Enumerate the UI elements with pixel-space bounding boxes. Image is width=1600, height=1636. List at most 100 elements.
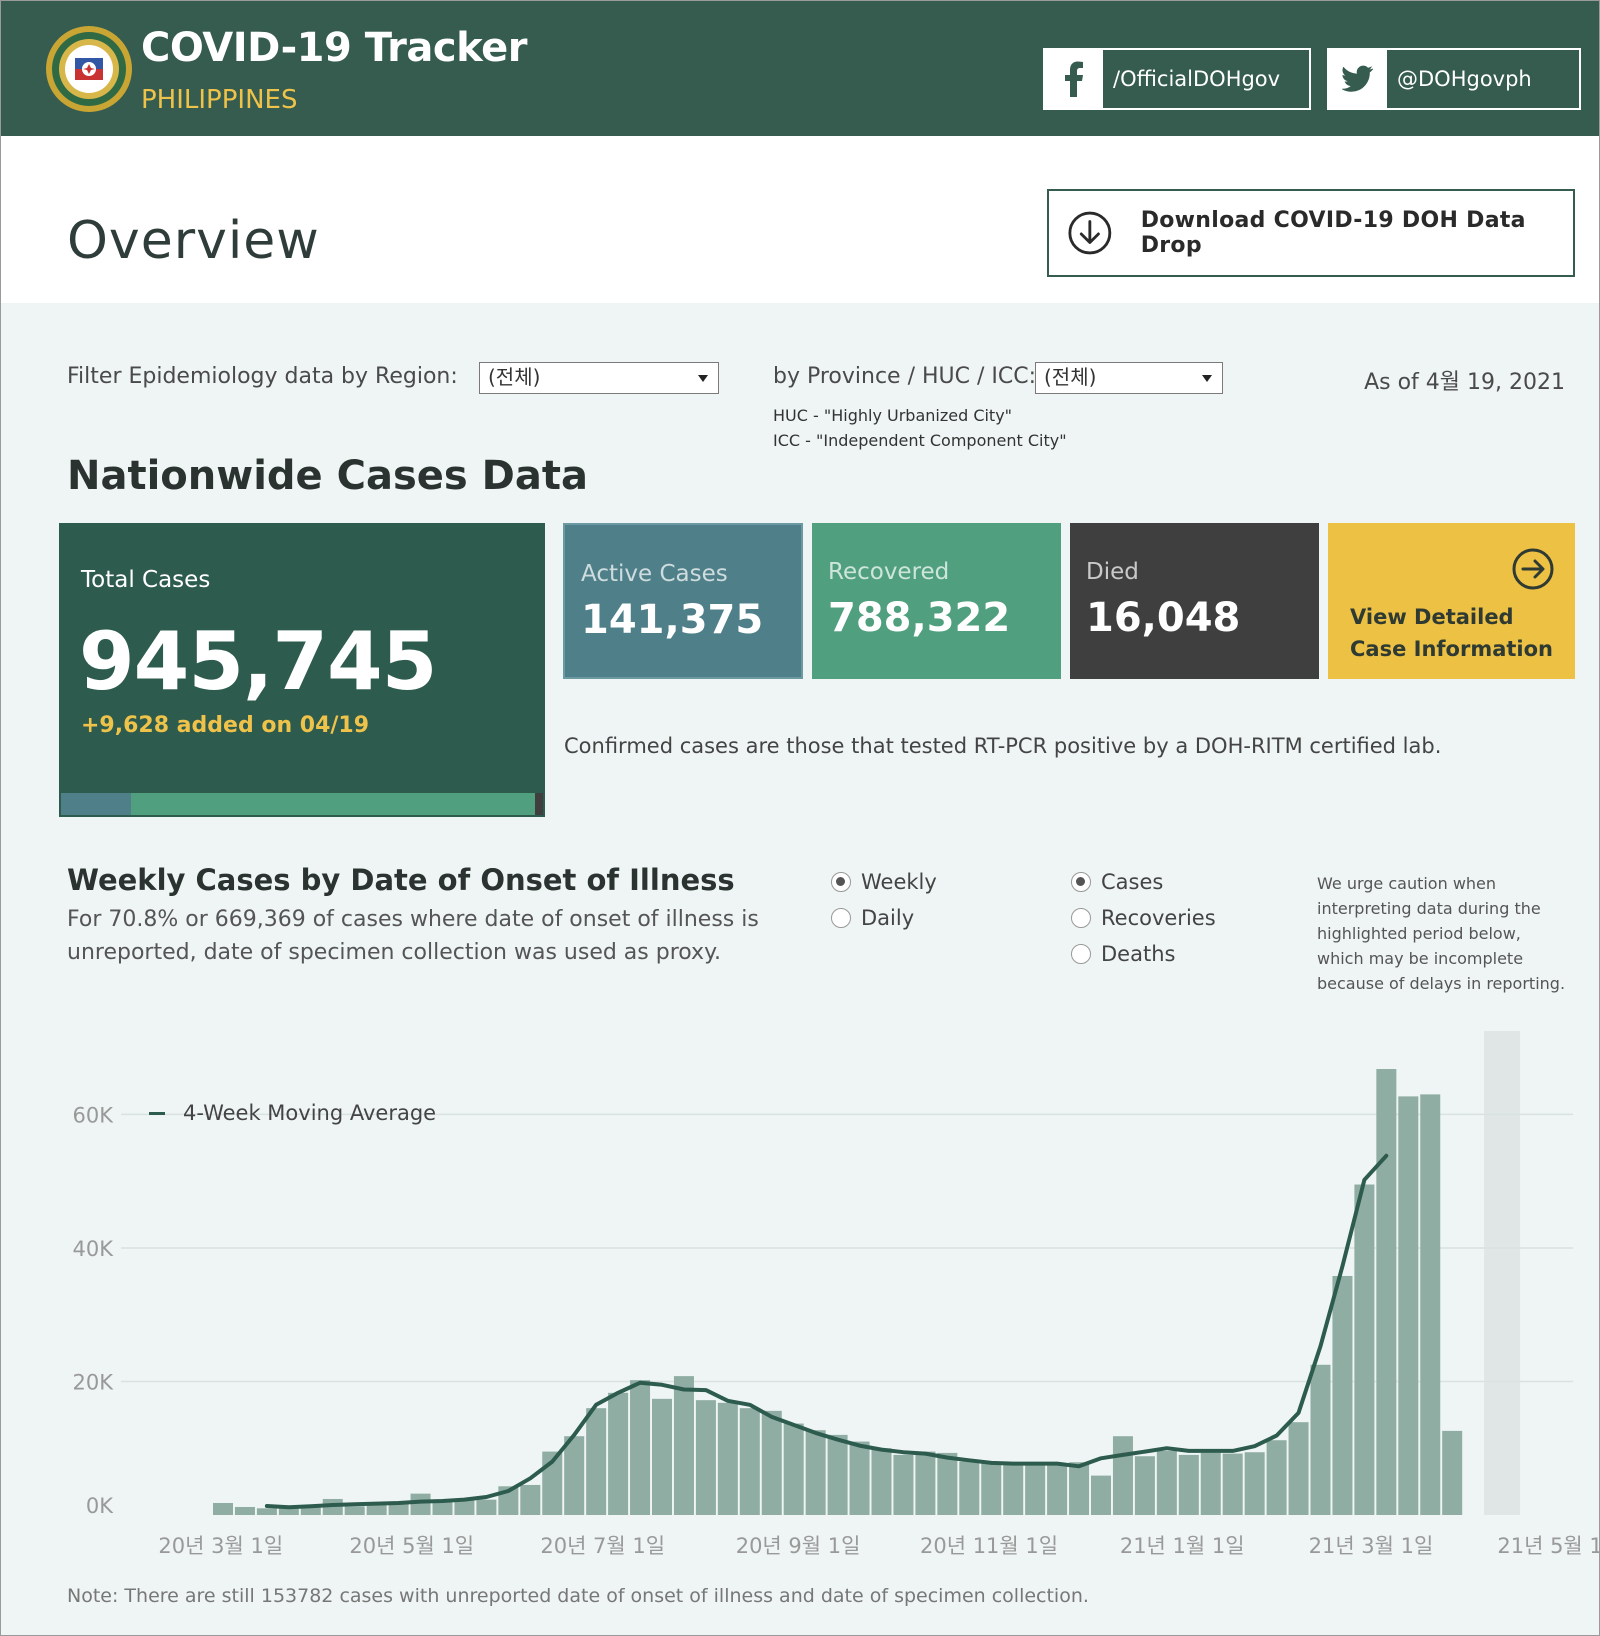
bar [630, 1380, 651, 1515]
x-tick-label: 20년 7월 1일 [540, 1534, 665, 1558]
total-cases-card: Total Cases 945,745 +9,628 added on 04/1… [59, 523, 545, 817]
bar [1178, 1454, 1199, 1515]
bar [344, 1506, 365, 1515]
bar [1398, 1096, 1419, 1515]
view-detailed-case-button[interactable]: View Detailed Case Information [1328, 523, 1575, 679]
bar [739, 1408, 760, 1515]
bar [432, 1502, 453, 1515]
recovered-value: 788,322 [828, 595, 1011, 641]
bar [1200, 1452, 1221, 1515]
recovered-card: Recovered 788,322 [812, 523, 1061, 679]
radio-weekly-label: Weekly [861, 870, 937, 894]
bar [783, 1423, 804, 1515]
province-select[interactable]: (전체) [1035, 362, 1223, 394]
moving-average-line [264, 1153, 1389, 1510]
bar [1310, 1364, 1331, 1515]
bar [1025, 1464, 1046, 1515]
arrow-right-circle-icon [1512, 548, 1554, 590]
x-tick-label: 20년 9월 1일 [736, 1534, 861, 1558]
region-filter-label: Filter Epidemiology data by Region: [67, 364, 458, 389]
died-label: Died [1086, 559, 1139, 585]
bar [1222, 1453, 1243, 1515]
y-tick-label: 0K [86, 1494, 114, 1518]
total-cases-label: Total Cases [81, 567, 211, 593]
bar [1244, 1452, 1265, 1515]
province-select-value: (전체) [1044, 365, 1097, 389]
bar [849, 1441, 870, 1515]
died-card: Died 16,048 [1070, 523, 1319, 679]
recovered-label: Recovered [828, 559, 950, 585]
bar [1091, 1475, 1111, 1515]
radio-deaths[interactable]: Deaths [1071, 942, 1175, 966]
bar [1332, 1275, 1353, 1515]
region-select[interactable]: (전체) [479, 362, 719, 394]
bar [1156, 1450, 1177, 1515]
bar [454, 1499, 475, 1515]
huc-note: HUC - "Highly Urbanized City" [773, 406, 1013, 425]
bar [1112, 1436, 1133, 1515]
radio-deaths-label: Deaths [1101, 942, 1176, 966]
page-title: Overview [67, 211, 320, 271]
bar [564, 1436, 585, 1515]
weekly-chart-title: Weekly Cases by Date of Onset of Illness [67, 863, 735, 897]
radio-daily[interactable]: Daily [831, 906, 914, 930]
caution-note: We urge caution when interpreting data d… [1317, 874, 1566, 993]
died-value: 16,048 [1086, 595, 1241, 641]
bar [871, 1448, 892, 1515]
view-detailed-line1: View Detailed [1350, 605, 1514, 629]
bar [388, 1503, 409, 1515]
radio-weekly[interactable]: Weekly [831, 870, 937, 894]
bar [1376, 1069, 1397, 1515]
as-of-date: As of 4월 19, 2021 [1364, 370, 1565, 395]
nationwide-title: Nationwide Cases Data [67, 453, 588, 499]
bar [827, 1434, 848, 1515]
radio-dot [831, 872, 851, 892]
facebook-link[interactable]: /OfficialDOHgov [1043, 48, 1311, 110]
active-cases-value: 141,375 [581, 597, 764, 643]
app-title: COVID-19 Tracker [141, 25, 527, 71]
x-tick-label: 21년 1월 1일 [1120, 1534, 1245, 1558]
bar [1266, 1440, 1287, 1515]
bar [586, 1408, 607, 1515]
download-label: Download COVID-19 DOH Data Drop [1140, 208, 1526, 258]
bar [1442, 1430, 1463, 1515]
radio-dot [1071, 908, 1091, 928]
legend-line-swatch [149, 1111, 165, 1115]
facebook-handle: /OfficialDOHgov [1113, 67, 1281, 91]
confirmed-cases-note: Confirmed cases are those that tested RT… [564, 734, 1442, 758]
bar [761, 1410, 782, 1515]
active-share-bar [61, 793, 131, 815]
bar [476, 1499, 497, 1515]
bar [256, 1508, 277, 1515]
radio-recoveries-label: Recoveries [1101, 906, 1216, 930]
bar [520, 1484, 541, 1515]
total-cases-value: 945,745 [79, 615, 437, 708]
bar [915, 1451, 936, 1515]
bar [893, 1454, 914, 1515]
radio-dot [831, 908, 851, 928]
bar [213, 1502, 233, 1515]
weekly-cases-chart: 60K 40K 20K 0K 20년 3월 1일 20년 5월 1일 20년 7월 1일 20… [73, 1031, 1599, 1558]
twitter-handle: @DOHgovph [1397, 67, 1532, 91]
weekly-chart-subtitle: For 70.8% or 669,369 of cases where date… [67, 907, 759, 965]
twitter-icon [1329, 50, 1387, 108]
view-detailed-label: View Detailed Case Information [1350, 601, 1553, 665]
x-tick-label: 20년 3월 1일 [158, 1534, 283, 1558]
bar [608, 1392, 629, 1515]
facebook-icon [1045, 50, 1103, 108]
bar [937, 1452, 958, 1515]
bar [1354, 1184, 1375, 1515]
download-data-button[interactable]: Download COVID-19 DOH Data Drop [1047, 189, 1575, 277]
radio-cases[interactable]: Cases [1071, 870, 1163, 894]
radio-recoveries[interactable]: Recoveries [1071, 906, 1216, 930]
app-subtitle: PHILIPPINES [141, 85, 298, 115]
bar [652, 1398, 672, 1515]
twitter-link[interactable]: @DOHgovph [1327, 48, 1581, 110]
bar [1134, 1456, 1155, 1515]
recovered-share-bar [131, 793, 535, 815]
doh-seal-icon [46, 26, 132, 112]
bar [410, 1493, 431, 1515]
y-tick-label: 40K [73, 1237, 115, 1261]
bar [1288, 1422, 1309, 1515]
